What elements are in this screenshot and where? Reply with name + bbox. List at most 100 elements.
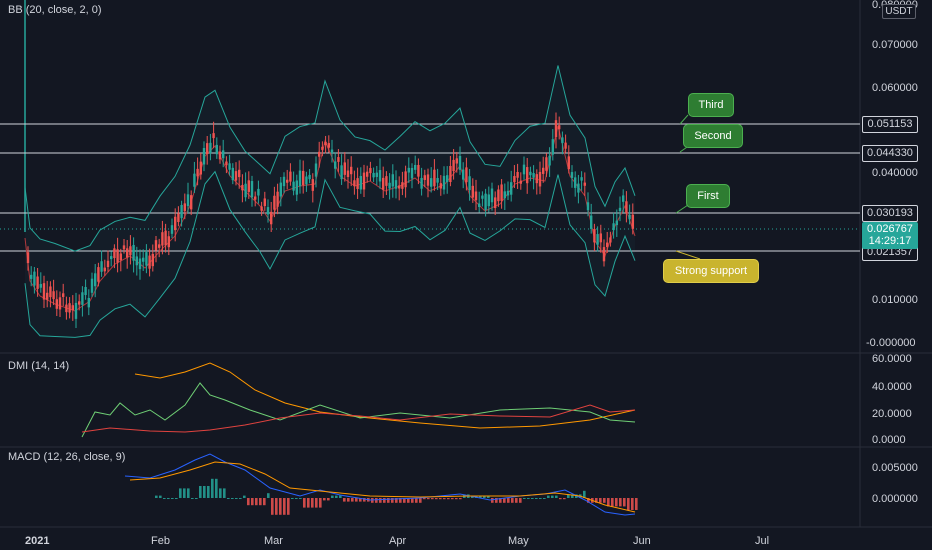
macd-histogram-bar xyxy=(279,498,282,515)
candle-body xyxy=(289,171,292,182)
macd-histogram-bar xyxy=(303,498,306,508)
candle-body xyxy=(372,172,375,178)
macd-histogram-bar xyxy=(587,498,590,503)
macd-histogram-bar xyxy=(495,498,498,503)
macd-histogram-bar xyxy=(451,498,454,500)
candle-body xyxy=(519,180,522,184)
candle-body xyxy=(599,233,602,243)
third-level-price-tag[interactable]: 0.051153 xyxy=(862,116,918,133)
candle-body xyxy=(292,181,295,191)
candle-body xyxy=(423,175,426,180)
second-level-price-tag[interactable]: 0.044330 xyxy=(862,145,918,162)
macd-histogram-bar xyxy=(183,488,186,498)
macd-histogram-bar xyxy=(567,494,570,498)
candle-body xyxy=(410,167,414,179)
candle-body xyxy=(366,171,369,177)
candle-body xyxy=(126,248,129,258)
candle-body xyxy=(468,176,471,191)
current-price-tag[interactable]: 0.026767 14:29:17 xyxy=(862,222,918,249)
candle-body xyxy=(154,240,158,251)
macd-histogram-bar xyxy=(635,498,638,510)
candle-body xyxy=(158,244,161,248)
time-tick: Jul xyxy=(755,535,769,547)
candle-body xyxy=(87,297,90,308)
macd-histogram-bar xyxy=(331,495,334,498)
macd-histogram-bar xyxy=(155,495,158,498)
candle-body xyxy=(596,234,599,245)
candle-body xyxy=(407,167,410,173)
macd-histogram-bar xyxy=(247,498,250,506)
candle-body xyxy=(39,284,42,288)
bb-indicator-label[interactable]: BB (20, close, 2, 0) xyxy=(8,4,102,16)
dmi-axis[interactable]: 60.0000 40.0000 20.0000 0.0000 xyxy=(872,353,912,446)
macd-axis[interactable]: 0.005000 0.000000 xyxy=(872,462,918,505)
candle-body xyxy=(254,196,257,200)
dmi-indicator-label[interactable]: DMI (14, 14) xyxy=(8,360,70,372)
time-axis[interactable]: 2021 Feb Mar Apr May Jun Jul xyxy=(25,535,769,547)
candle-body xyxy=(167,236,170,248)
dmi-lines[interactable] xyxy=(81,362,636,438)
macd-indicator-label[interactable]: MACD (12, 26, close, 9) xyxy=(8,451,126,463)
price-tick: 0.010000 xyxy=(872,294,918,306)
candlesticks[interactable] xyxy=(26,112,634,329)
third-callout[interactable]: Third xyxy=(688,93,734,117)
candle-body xyxy=(506,190,510,196)
candle-body xyxy=(590,215,593,229)
candle-body xyxy=(430,178,433,187)
candle-body xyxy=(148,255,151,269)
macd-histogram-bar xyxy=(347,498,350,502)
macd-histogram-bar xyxy=(419,498,422,503)
candle-body xyxy=(529,171,532,176)
price-axis[interactable]: 0.080000 0.070000 0.060000 0.040000 0.01… xyxy=(866,0,918,349)
first-callout[interactable]: First xyxy=(686,184,730,208)
candle-body xyxy=(487,194,490,207)
candle-body xyxy=(398,185,401,189)
macd-histogram-bar xyxy=(435,498,438,500)
candle-body xyxy=(433,169,436,187)
candle-body xyxy=(225,161,228,166)
candle-body xyxy=(471,185,474,198)
candle-body xyxy=(558,125,561,130)
second-callout[interactable]: Second xyxy=(683,124,743,148)
macd-histogram-bar xyxy=(455,498,458,500)
macd-lines[interactable] xyxy=(124,453,638,516)
macd-histogram-bar xyxy=(295,498,298,499)
time-tick: Apr xyxy=(389,535,406,547)
candle-body xyxy=(551,139,554,155)
candle-body xyxy=(90,278,94,293)
candle-body xyxy=(30,274,33,279)
dmi-plus-line xyxy=(81,382,636,438)
candle-body xyxy=(330,149,334,153)
candle-body xyxy=(602,247,606,262)
candle-body xyxy=(110,256,113,260)
currency-label[interactable]: USDT xyxy=(882,4,916,19)
candle-body xyxy=(442,175,446,190)
macd-histogram-bar xyxy=(387,498,390,503)
candle-body xyxy=(337,157,340,162)
candle-body xyxy=(481,195,484,199)
first-level-price-tag[interactable]: 0.030193 xyxy=(862,205,918,222)
macd-histogram-bar xyxy=(499,498,502,503)
candle-body xyxy=(183,203,186,212)
candle-body xyxy=(343,162,346,175)
candle-body xyxy=(494,197,497,209)
candle-body xyxy=(100,261,103,272)
macd-histogram-bar xyxy=(443,498,446,500)
macd-histogram-bar xyxy=(619,498,622,507)
candle-body xyxy=(417,164,420,177)
candle-body xyxy=(65,304,68,313)
macd-histogram-bar xyxy=(175,498,178,499)
bollinger-bands[interactable] xyxy=(24,65,636,338)
support-callout[interactable]: Strong support xyxy=(663,259,759,283)
macd-histogram-bar xyxy=(355,498,358,502)
macd-histogram-bar xyxy=(307,498,310,508)
candle-body xyxy=(71,305,74,311)
macd-histogram-bar xyxy=(515,498,518,503)
macd-histogram-bar xyxy=(411,498,414,503)
candle-body xyxy=(321,146,324,150)
macd-histogram-bar xyxy=(231,498,234,499)
candle-body xyxy=(119,253,122,261)
macd-histogram-bar xyxy=(259,498,262,506)
